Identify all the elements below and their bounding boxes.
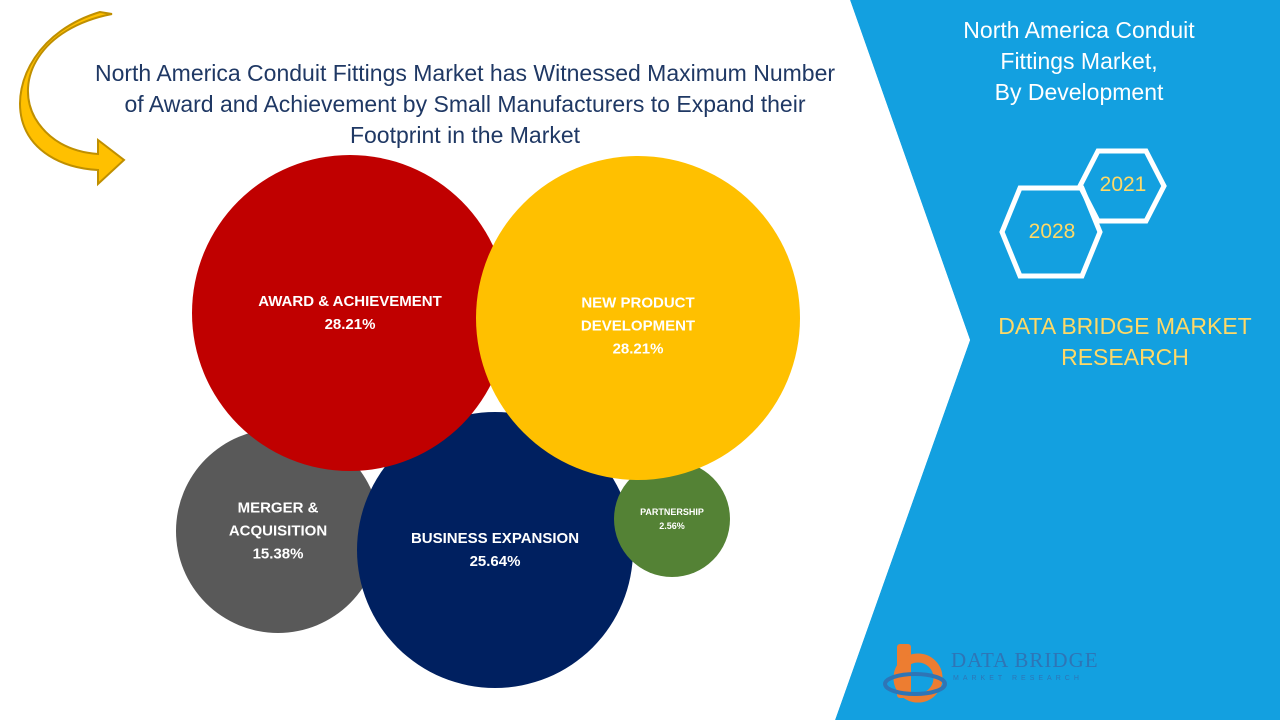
bubble-category-label: MERGER & — [237, 499, 319, 517]
bubble-value-label: 28.21% — [612, 340, 664, 358]
bubble-value-label: 2.56% — [659, 521, 685, 531]
bubble-value-label: 28.21% — [324, 316, 376, 333]
bubble-chart — [176, 155, 800, 688]
bubble-new-product — [476, 156, 800, 480]
bubble-label: MERGER & ACQUISITION 15.38% — [229, 497, 327, 566]
brand-name: DATA BRIDGE MARKET RESEARCH — [975, 311, 1275, 373]
side-title-line1: North America Conduit — [963, 17, 1195, 43]
bubble-category-label: PARTNERSHIP — [640, 507, 704, 517]
bubble-label: BUSINESS EXPANSION 25.64% — [411, 527, 579, 573]
logo-mark-icon — [883, 644, 947, 703]
bubble-category-label: BUSINESS EXPANSION — [410, 530, 580, 547]
side-panel-title: North America Conduit Fittings Market, B… — [920, 15, 1238, 108]
bubble-category-label-line2: DEVELOPMENT — [580, 317, 696, 335]
hexagon-2028-icon — [999, 185, 1103, 279]
blue-side-panel — [835, 0, 1280, 720]
logo-subtext: MARKET RESEARCH — [953, 675, 1083, 682]
bubble-award-achievement — [192, 155, 508, 471]
bubble-partnership — [614, 461, 730, 577]
bubble-label: NEW PRODUCT DEVELOPMENT 28.21% — [581, 292, 695, 361]
brand-line2: RESEARCH — [1061, 344, 1189, 370]
year-2021-label: 2021 — [1099, 173, 1147, 196]
brand-line1: DATA BRIDGE MARKET — [998, 313, 1252, 339]
bubble-category-label: NEW PRODUCT — [581, 294, 695, 312]
logo-text: DATA BRIDGE — [951, 648, 1099, 672]
bubble-category-label-line2: ACQUISITION — [228, 522, 328, 540]
bubble-category-label: AWARD & ACHIEVEMENT — [258, 293, 442, 310]
bubble-value-label: 25.64% — [469, 553, 521, 570]
bubble-business-expansion — [357, 412, 633, 688]
bubble-label: AWARD & ACHIEVEMENT 28.21% — [258, 290, 442, 336]
year-2028-label: 2028 — [1028, 220, 1076, 243]
bubble-merger — [176, 429, 380, 633]
white-panel-edge — [827, 0, 970, 720]
side-title-line3: By Development — [994, 79, 1164, 105]
bubble-value-label: 15.38% — [252, 545, 304, 563]
side-title-line2: Fittings Market, — [1000, 48, 1158, 74]
bubble-label: PARTNERSHIP 2.56% — [640, 505, 704, 533]
page-title: North America Conduit Fittings Market ha… — [94, 60, 836, 148]
curved-arrow-icon — [19, 10, 126, 187]
